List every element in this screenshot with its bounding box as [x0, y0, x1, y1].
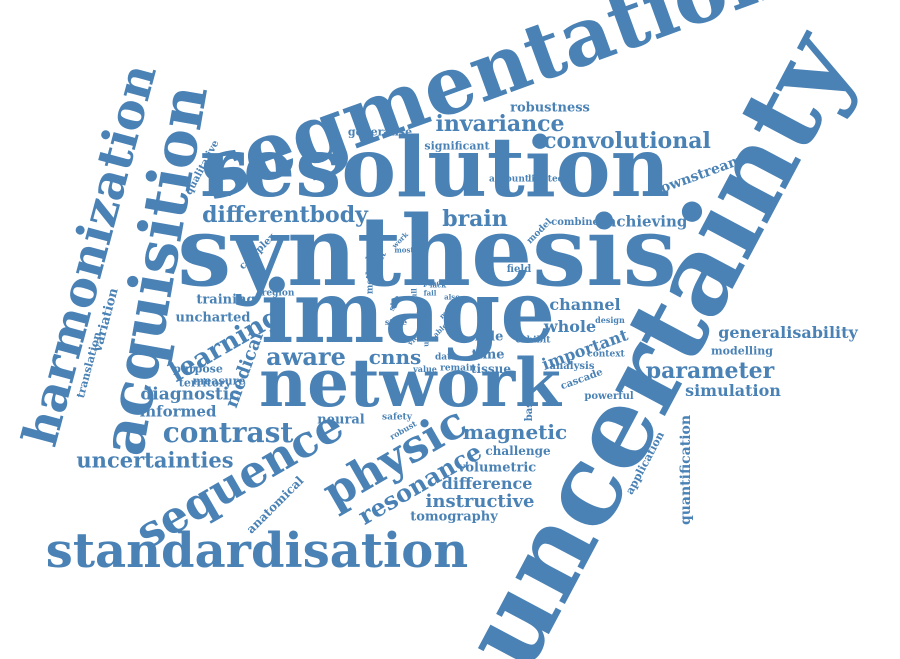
word-achieving: achieving — [606, 212, 688, 231]
word-channel: channel — [549, 295, 621, 314]
word-brain: brain — [442, 206, 508, 232]
word-powerful: powerful — [584, 391, 634, 402]
word-neural: neural — [317, 412, 365, 428]
word-uncertainties: uncertainties — [76, 447, 234, 473]
word-region: region — [261, 288, 295, 299]
word-field: field — [506, 264, 532, 275]
word-cnns: cnns — [368, 345, 422, 369]
word-lack: lack — [429, 280, 447, 290]
word-context: context — [587, 349, 625, 360]
word-instructive: instructive — [425, 491, 535, 512]
word-data: data — [434, 352, 458, 363]
word-combine: combine — [551, 217, 599, 228]
word-generalise: generalise — [347, 125, 413, 139]
word-spatial: spatial — [362, 300, 373, 336]
word-role: role — [474, 329, 504, 345]
word-limited: limited — [528, 174, 564, 185]
word-magnetic: magnetic — [462, 420, 568, 444]
word-diagnostic: diagnostic — [140, 384, 240, 405]
word-uncharted: uncharted — [175, 310, 251, 326]
word-modelling: modelling — [711, 344, 773, 358]
word-volumetric: volumetric — [457, 460, 537, 476]
word-state: state — [384, 317, 408, 327]
word-contrast: contrast — [162, 416, 294, 449]
word-standardisation: standardisation — [45, 523, 469, 579]
word-rob: rob — [416, 309, 430, 319]
word-measure: measure — [192, 374, 246, 388]
word-quantification: quantification — [678, 414, 694, 526]
word-territory: territory — [178, 376, 232, 390]
word-robustness: robustness — [510, 100, 590, 116]
word-generalisability: generalisability — [718, 323, 858, 342]
word-parameter: parameter — [645, 358, 775, 384]
word-analysis: analysis — [549, 361, 595, 372]
word-account: account — [488, 174, 530, 185]
word-safety: safety — [382, 412, 412, 423]
word-full: full — [409, 288, 419, 302]
word-also: also — [444, 292, 460, 302]
word-aware: aware — [266, 342, 346, 371]
word-challenge: challenge — [485, 444, 551, 458]
word-most: most — [394, 245, 414, 255]
word-simulation: simulation — [685, 381, 781, 400]
word-informed: informed — [139, 402, 217, 421]
word-design: design — [595, 315, 625, 325]
word-training: training — [196, 292, 256, 308]
word-value: value — [413, 364, 437, 374]
word-remain: remain — [440, 363, 476, 374]
word-tomography: tomography — [410, 509, 498, 525]
word-time: time — [471, 347, 505, 363]
word-significant: significant — [424, 139, 490, 153]
word-difference: difference — [441, 474, 533, 493]
word-convolutional: convolutional — [543, 128, 711, 154]
word-whole: whole — [543, 317, 597, 336]
word-invariance: invariance — [435, 111, 565, 137]
word-based: based — [524, 388, 535, 422]
word-resolution: resolution — [199, 120, 671, 216]
word-network: network — [259, 344, 561, 422]
word-purpose: purpose — [173, 362, 223, 376]
word-differentbody: differentbody — [202, 202, 368, 228]
word-synthesis: synthesis — [177, 195, 677, 308]
word-exhibit: exhibit — [515, 335, 551, 346]
word-prac: prac — [423, 278, 441, 288]
word-tissue: tissue — [471, 362, 511, 376]
word-fail: fail — [423, 288, 437, 298]
word-image: image — [260, 262, 556, 363]
